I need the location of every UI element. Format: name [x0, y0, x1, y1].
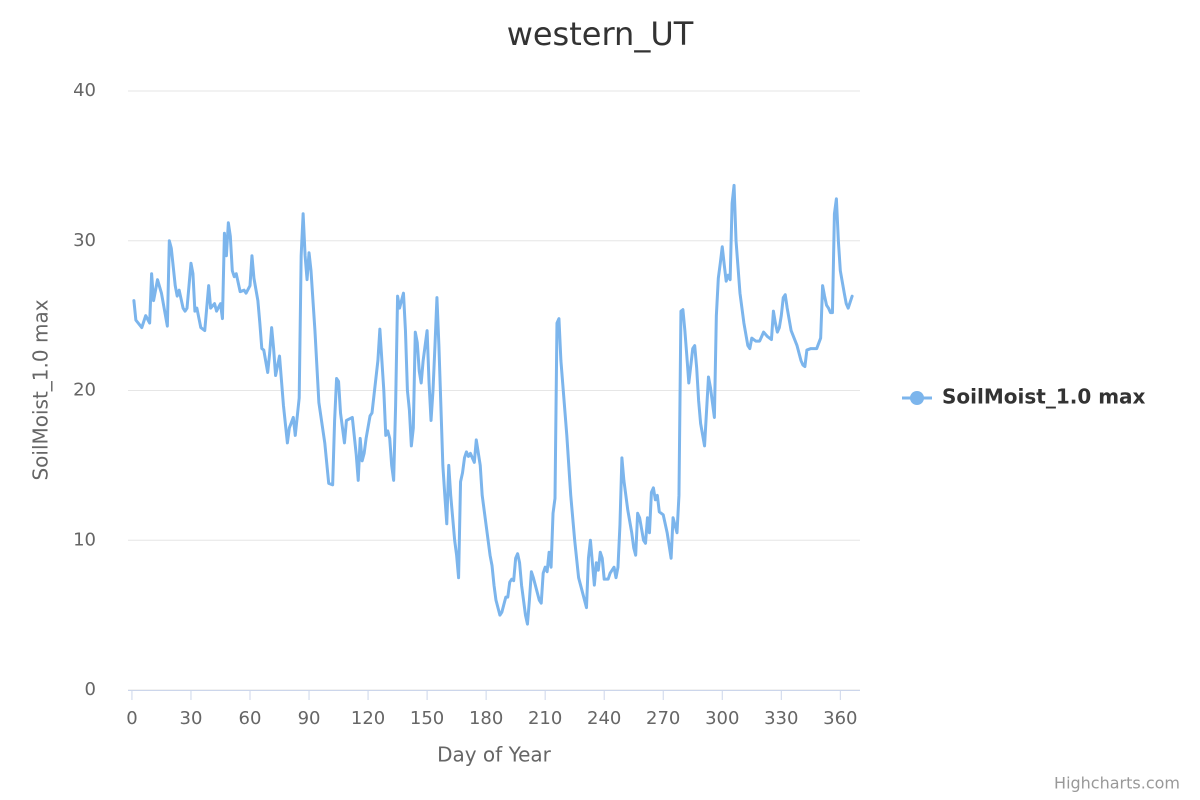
- x-tick-label: 330: [764, 708, 798, 729]
- x-tick-label: 210: [528, 708, 562, 729]
- x-tick-label: 0: [126, 708, 137, 729]
- credits[interactable]: Highcharts.com: [1054, 774, 1180, 793]
- y-tick-label: 30: [73, 230, 96, 251]
- x-tick-label: 120: [351, 708, 385, 729]
- y-tick-label: 0: [85, 679, 96, 700]
- x-tick-label: 60: [239, 708, 262, 729]
- x-tick-label: 270: [646, 708, 680, 729]
- legend-symbol-marker: [910, 391, 924, 405]
- x-tick-label: 90: [298, 708, 321, 729]
- y-tick-label: 40: [73, 80, 96, 101]
- x-axis-title: Day of Year: [437, 743, 552, 767]
- x-tick-label: 30: [180, 708, 203, 729]
- x-tick-label: 150: [410, 708, 444, 729]
- legend-label: SoilMoist_1.0 max: [942, 385, 1146, 409]
- y-tick-label: 20: [73, 380, 96, 401]
- x-tick-label: 360: [823, 708, 857, 729]
- y-tick-label: 10: [73, 529, 96, 550]
- x-tick-label: 240: [587, 708, 621, 729]
- data-line: [132, 183, 854, 626]
- chart-title: western_UT: [507, 15, 694, 53]
- x-tick-label: 300: [705, 708, 739, 729]
- legend-item[interactable]: SoilMoist_1.0 max: [902, 385, 1146, 409]
- y-axis-title: SoilMoist_1.0 max: [29, 299, 53, 480]
- x-tick-label: 180: [469, 708, 503, 729]
